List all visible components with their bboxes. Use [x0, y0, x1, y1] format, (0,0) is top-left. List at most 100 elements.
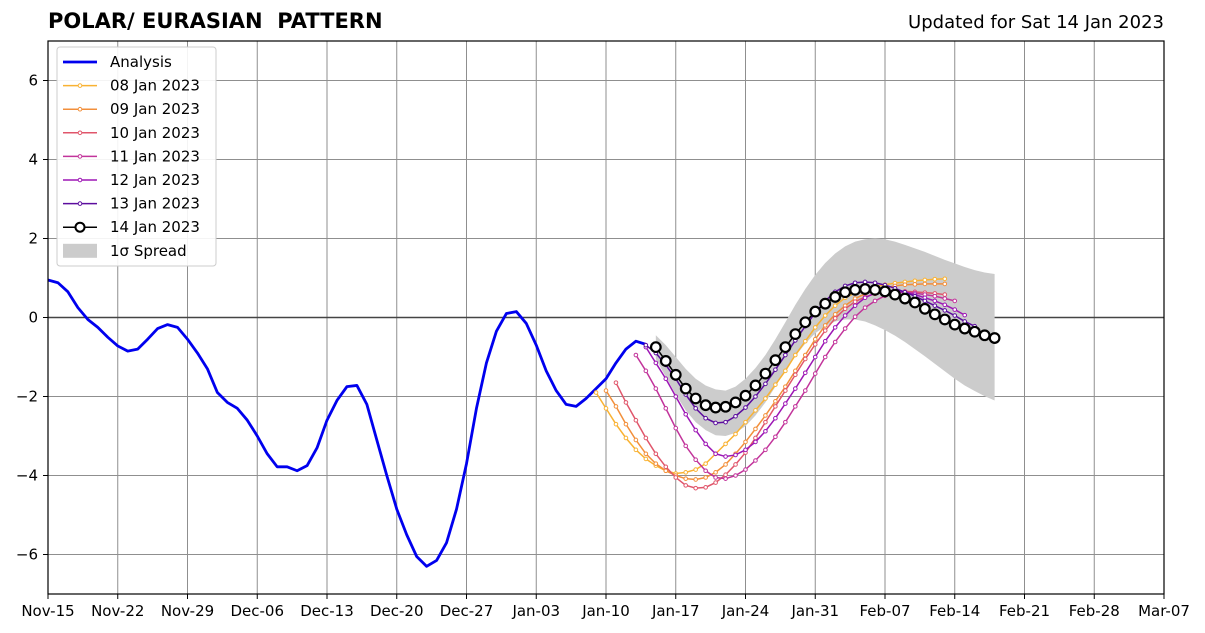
data-point [673, 394, 679, 399]
data-point [713, 420, 718, 426]
data-point [773, 415, 778, 421]
data-point [773, 434, 778, 440]
data-point [733, 473, 738, 478]
data-point [759, 367, 772, 380]
data-point [713, 475, 718, 480]
legend-label: 10 Jan 2023 [110, 124, 200, 142]
data-point [763, 381, 768, 387]
data-point [763, 447, 768, 453]
data-point [703, 485, 708, 490]
data-point [862, 305, 868, 310]
data-point [912, 282, 918, 287]
data-point [713, 470, 718, 475]
data-point [689, 392, 702, 405]
data-point [743, 467, 748, 472]
data-point [852, 303, 858, 308]
data-point [693, 477, 698, 482]
data-point [952, 313, 958, 318]
legend-box [56, 46, 217, 267]
data-point [723, 462, 728, 467]
data-point [723, 476, 728, 481]
data-point [802, 338, 808, 344]
data-point [812, 371, 818, 376]
data-point [922, 281, 928, 287]
data-point [812, 325, 818, 330]
legend-label: 1σ Spread [110, 242, 187, 260]
data-point [683, 476, 689, 481]
legend-swatch-marker [77, 154, 83, 159]
data-point [733, 462, 738, 467]
data-point [633, 447, 639, 453]
data-point [763, 413, 768, 418]
data-point [643, 435, 649, 441]
data-point [962, 312, 968, 318]
data-point [703, 461, 708, 466]
data-point [633, 437, 639, 443]
data-point [879, 285, 891, 298]
x-tick-label: Dec-06 [230, 602, 284, 620]
data-point [942, 308, 948, 313]
x-tick-label: Nov-29 [161, 602, 214, 620]
data-point [842, 313, 848, 318]
legend-label: 14 Jan 2023 [110, 218, 200, 236]
data-point [802, 370, 808, 376]
data-point [593, 390, 599, 395]
data-point [679, 382, 692, 395]
y-tick-label: −6 [16, 546, 38, 564]
data-point [753, 394, 758, 399]
data-point [613, 421, 619, 427]
data-point [958, 322, 971, 335]
data-point [839, 286, 852, 299]
data-point [889, 288, 901, 301]
data-point [918, 302, 931, 315]
data-point [852, 299, 858, 305]
data-point [938, 313, 951, 326]
data-point [812, 342, 818, 347]
data-point [663, 406, 669, 411]
data-point [948, 318, 961, 331]
data-point [643, 342, 649, 348]
data-point [783, 368, 788, 374]
updated-label: Updated for Sat 14 Jan 2023 [908, 12, 1164, 33]
data-point [942, 276, 948, 282]
data-point [663, 468, 669, 474]
data-point [703, 415, 708, 421]
data-point [693, 467, 698, 472]
y-tick-label: 4 [28, 151, 38, 169]
data-point [968, 325, 981, 338]
data-point [783, 419, 788, 425]
x-tick-label: Jan-31 [790, 602, 839, 620]
series-layer [47, 276, 1001, 568]
data-point [753, 426, 758, 432]
data-point [812, 336, 818, 342]
y-tick-label: −4 [16, 467, 38, 485]
data-point [769, 354, 782, 367]
data-point [703, 475, 708, 480]
data-point [928, 308, 941, 321]
data-point [793, 352, 798, 358]
x-tick-label: Feb-21 [999, 602, 1050, 620]
analysis-line [47, 278, 647, 568]
legend-label: 09 Jan 2023 [110, 100, 200, 118]
x-tick-label: Jan-03 [511, 602, 560, 620]
data-point [703, 468, 708, 474]
data-point [723, 419, 728, 425]
data-point [623, 435, 629, 441]
x-tick-label: Jan-17 [651, 602, 700, 620]
axes-layer: Nov-15 Nov-22 Nov-29 Dec-06 Dec-13 Dec-20 Dec-… [16, 40, 1190, 620]
x-tick-label: Feb-07 [859, 602, 910, 620]
legend-swatch-marker [77, 106, 83, 112]
data-point [683, 470, 689, 475]
data-point [842, 326, 848, 331]
data-point [952, 298, 958, 304]
data-point [633, 417, 639, 423]
data-point [942, 302, 948, 308]
data-point [723, 472, 728, 478]
data-point [799, 316, 812, 329]
data-point [829, 291, 842, 303]
data-point [643, 368, 649, 374]
legend-label: Analysis [110, 53, 172, 71]
data-point [832, 303, 838, 308]
x-tick-label: Dec-20 [370, 602, 424, 620]
data-point [719, 400, 732, 413]
